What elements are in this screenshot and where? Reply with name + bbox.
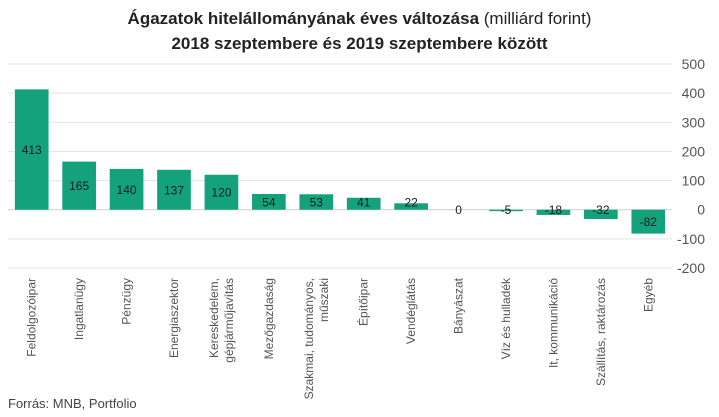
x-tick-label: Feldolgozóipar [25,278,39,357]
bar [631,209,666,234]
bar [14,89,49,210]
chart-subtitle: 2018 szeptembere és 2019 szeptembere köz… [171,34,548,53]
data-label: -82 [640,215,658,229]
data-label: 22 [404,196,418,210]
x-tick-label: Energiaszektor [167,278,181,358]
y-tick-label: 500 [682,56,706,72]
x-tick-label-line: Mezőgazdaság [262,278,276,359]
x-tick-label: Építőipar [356,278,371,326]
data-label: 120 [211,186,231,200]
y-tick-label: -100 [677,231,705,247]
data-label: 54 [262,196,276,210]
x-tick-label-line: Szállítás, raktározás [594,278,608,386]
data-label: 0 [455,203,462,217]
x-tick-label: Kereskedelem, gépjárműjavítás [207,278,236,363]
x-tick-label-line: gépjárműjavítás [222,278,236,363]
x-tick-label: It, kommunikáció [546,278,560,368]
data-label: 140 [117,183,137,197]
x-tick-label-line: Vendéglátás [404,278,418,344]
x-tick-label-line: Víz és hulladék [499,277,513,359]
bar [489,209,523,212]
x-tick-label-line: Bányászat [452,277,466,334]
x-tick-label-line: Egyéb [641,278,655,312]
bar [299,194,334,210]
source-note: Forrás: MNB, Portfolio [8,396,137,411]
x-tick-label-line: műszaki [317,278,331,322]
x-tick-label-line: Ingatlanügy [72,278,86,340]
x-tick-label: Ingatlanügy [72,278,86,340]
x-tick-label-line: Pénzügy [120,278,134,325]
x-tick-label: Víz és hulladék [499,277,513,359]
chart-title-unit: (milliárd forint) [479,9,592,28]
y-tick-label: 200 [682,143,706,159]
bar [536,209,571,215]
data-label: 41 [357,196,371,210]
x-tick-label: Szakmai, tudományos, műszaki [302,278,331,399]
bar [346,197,381,210]
x-tick-label-line: Kereskedelem, [207,278,221,358]
x-tick-label: Bányászat [452,277,466,334]
y-tick-label: 400 [682,85,706,101]
x-tick-label-line: Szakmai, tudományos, [302,278,316,399]
bar [252,193,286,210]
data-label: 137 [164,183,184,197]
bar [157,169,191,210]
data-label: -32 [592,203,610,217]
x-tick-label-line: Építőipar [356,278,371,326]
x-tick-label: Szállítás, raktározás [594,278,608,386]
x-tick-label: Pénzügy [120,278,134,325]
y-tick-label: -200 [677,260,705,276]
bar [584,209,618,220]
x-tick-label: Vendéglátás [404,278,418,344]
chart-title-main: Ágazatok hitelállományának éves változás… [127,9,480,28]
bar [62,161,96,210]
data-label: -18 [545,203,563,217]
x-tick-label-line: Energiaszektor [167,278,181,358]
x-tick-label-line: Feldolgozóipar [25,278,39,357]
y-tick-label: 100 [682,173,706,189]
data-label: 53 [310,196,324,210]
x-tick-label-line: It, kommunikáció [546,278,560,368]
x-tick-label: Mezőgazdaság [262,278,276,359]
chart-title-line1: Ágazatok hitelállományának éves változás… [0,8,719,30]
bar [394,203,428,210]
y-tick-label: 300 [682,114,706,130]
bar [109,168,144,210]
data-label: 165 [69,179,89,193]
data-label: 413 [22,143,42,157]
data-label: -5 [501,203,512,217]
bar [204,174,239,210]
y-tick-label: 0 [697,202,705,218]
x-tick-label: Egyéb [641,278,655,312]
